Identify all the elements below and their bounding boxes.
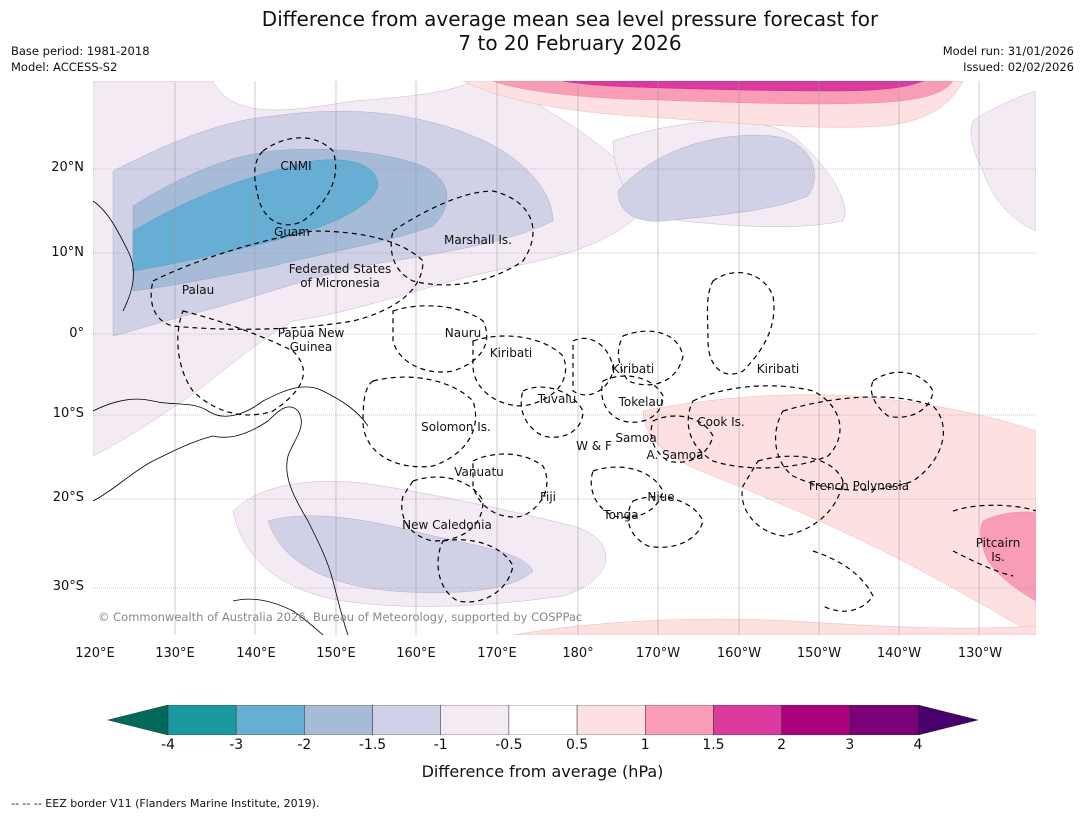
place-label-png: Papua New Guinea: [278, 326, 345, 354]
issued-date: Issued: 02/02/2026: [963, 60, 1074, 74]
colorbar-label: Difference from average (hPa): [421, 762, 664, 781]
anomaly-region-pos05-bottom: [512, 618, 1036, 635]
copyright-notice: © Commonwealth of Australia 2026, Bureau…: [98, 610, 583, 624]
lon-label-120e: 120°E: [75, 646, 115, 661]
place-label-asamoa: A. Samoa: [646, 448, 704, 462]
place-label-cook: Cook Is.: [697, 415, 745, 429]
pressure-anomaly-map: [93, 81, 1036, 635]
eez-footnote: -- -- -- EEZ border V11 (Flanders Marine…: [11, 797, 320, 810]
place-label-marshall: Marshall Is.: [444, 233, 512, 247]
lon-label-170w: 170°W: [635, 646, 681, 661]
place-label-fiji: Fiji: [539, 490, 557, 504]
colorbar: [108, 705, 978, 735]
place-label-fsm-line1: Federated States: [288, 262, 392, 276]
lat-label-20n: 20°N: [51, 160, 84, 175]
eez-borders: [150, 137, 1036, 612]
place-label-solomon: Solomon Is.: [421, 420, 491, 434]
lat-label-30s: 30°S: [52, 579, 84, 594]
lon-label-140w: 140°W: [876, 646, 922, 661]
base-period: Base period: 1981-2018: [11, 44, 150, 58]
place-label-tonga: Tonga: [603, 508, 639, 522]
place-label-nauru: Nauru: [444, 326, 482, 340]
place-label-tokelau: Tokelau: [618, 395, 664, 409]
anomaly-region-neg1-north: [617, 135, 815, 222]
colorbar-tick-label: 1.5: [702, 737, 725, 753]
lon-label-130w: 130°W: [957, 646, 1003, 661]
colorbar-tick-label: -1.5: [358, 737, 387, 753]
place-label-png-line2: Guinea: [289, 340, 333, 354]
meta-left: Base period: 1981-2018 Model: ACCESS-S2: [11, 43, 150, 75]
colorbar-tick-label: -1: [433, 737, 448, 753]
anomaly-region-pos1-se: [980, 511, 1036, 602]
colorbar-tick-label: 0.5: [565, 737, 589, 753]
lat-label-0: 0°: [69, 326, 84, 341]
place-label-tuvalu: Tuvalu: [537, 392, 577, 406]
lat-label-10n: 10°N: [51, 245, 84, 260]
colorbar-tick-label: 2: [777, 737, 787, 753]
colorbar-tick-label: -4: [161, 737, 175, 753]
anomaly-region-neg1-south: [267, 515, 534, 594]
lon-label-160e: 160°E: [396, 646, 436, 661]
graticule: [93, 81, 1036, 635]
model-run: Model run: 31/01/2026: [942, 44, 1074, 58]
colorbar-bin: [849, 705, 919, 735]
colorbar-bin: [372, 705, 441, 735]
colorbar-bin: [576, 705, 646, 735]
place-label-pitcairn-line2: Is.: [991, 550, 1005, 564]
place-label-french-polynesia: French Polynesia: [808, 479, 910, 493]
lon-label-150w: 150°W: [796, 646, 842, 661]
colorbar-bin: [167, 705, 237, 735]
colorbar-tick-label: -3: [229, 737, 244, 753]
map-title: Difference from average mean sea level p…: [0, 7, 1085, 55]
lat-label-20s: 20°S: [52, 490, 84, 505]
place-label-kiribati-c: Kiribati: [611, 362, 655, 376]
title-line-2: 7 to 20 February 2026: [458, 31, 682, 55]
colorbar-bins: [167, 705, 919, 735]
lon-label-130e: 130°E: [155, 646, 195, 661]
title-line-1: Difference from average mean sea level p…: [261, 7, 879, 31]
colorbar-bin: [645, 705, 714, 735]
place-label-guam: Guam: [274, 225, 310, 239]
place-label-fsm-line2: of Micronesia: [300, 276, 380, 290]
model-name: Model: ACCESS-S2: [11, 60, 118, 74]
place-label-niue: Niue: [647, 490, 675, 504]
place-label-cnmi: CNMI: [280, 159, 312, 173]
colorbar-tick-label: 1: [640, 737, 650, 753]
place-label-new-caledonia: New Caledonia: [402, 518, 492, 532]
lon-label-160w: 160°W: [716, 646, 762, 661]
lon-label-140e: 140°E: [236, 646, 276, 661]
anomaly-region-neg05-ne: [970, 90, 1036, 232]
place-label-vanuatu: Vanuatu: [454, 465, 504, 479]
colorbar-bin: [508, 705, 578, 735]
anomaly-region-pos15-top: [562, 81, 924, 92]
colorbar-bin: [304, 705, 373, 735]
place-label-kiribati-e: Kiribati: [756, 362, 800, 376]
colorbar-bin: [781, 705, 851, 735]
place-label-wf: W & F: [576, 439, 612, 453]
colorbar-bin: [440, 705, 510, 735]
place-label-kiribati-w: Kiribati: [489, 346, 533, 360]
place-label-png-line1: Papua New: [277, 326, 345, 340]
place-label-fsm: Federated States of Micronesia: [289, 262, 391, 290]
lon-label-170e: 170°E: [477, 646, 517, 661]
lon-label-180: 180°: [562, 646, 594, 661]
lat-label-10s: 10°S: [52, 406, 84, 421]
map-graphic: [93, 81, 1036, 635]
anomaly-region-neg2: [132, 159, 379, 272]
place-label-pitcairn: Pitcairn Is.: [976, 536, 1021, 564]
colorbar-bin: [713, 705, 782, 735]
place-label-pitcairn-line1: Pitcairn: [975, 536, 1021, 550]
colorbar-tick-label: -0.5: [495, 737, 523, 753]
colorbar-tick-label: 3: [845, 737, 855, 753]
colorbar-arrow-low: [108, 705, 169, 735]
colorbar-bin: [235, 705, 305, 735]
colorbar-arrow-high: [917, 705, 978, 735]
place-label-samoa: Samoa: [615, 431, 657, 445]
colorbar-tick-label: 4: [913, 737, 923, 753]
lon-label-150e: 150°E: [316, 646, 356, 661]
anomaly-region-pos05-se: [642, 394, 1036, 635]
meta-right: Model run: 31/01/2026 Issued: 02/02/2026: [943, 43, 1074, 75]
colorbar-tick-label: -2: [297, 737, 312, 753]
place-label-palau: Palau: [181, 283, 215, 297]
